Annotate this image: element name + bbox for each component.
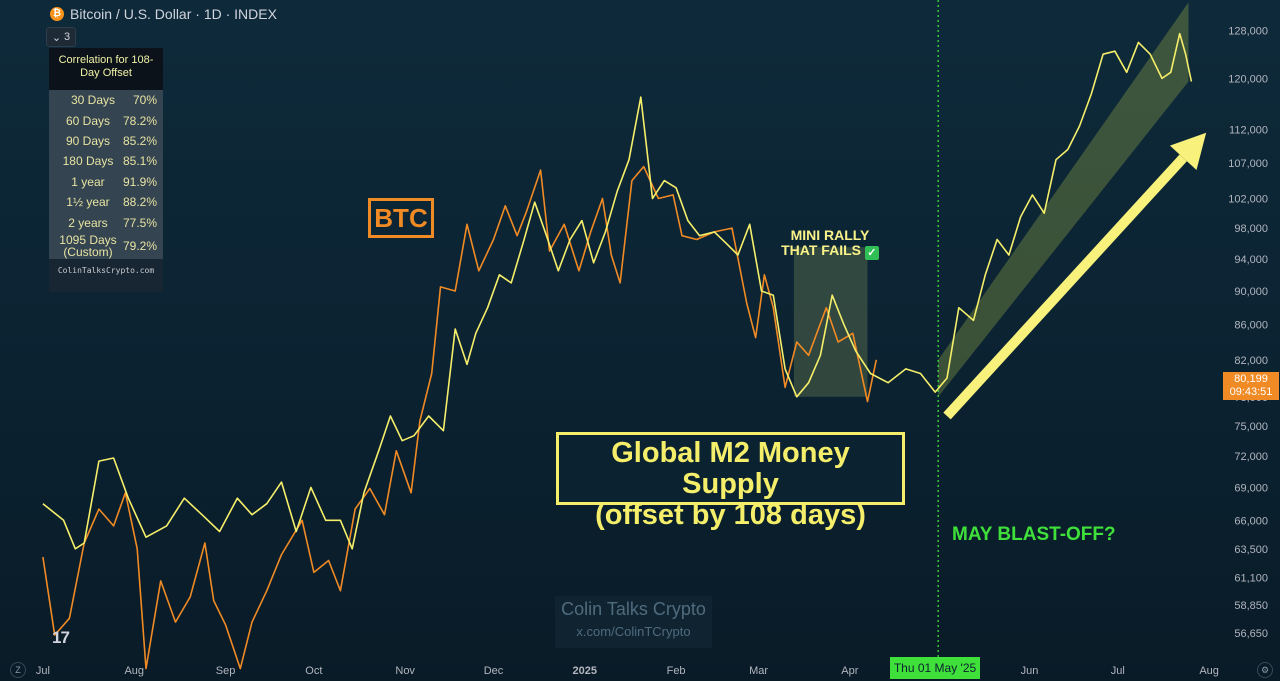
m2-label-line1: Global M2 Money Supply — [611, 437, 850, 500]
watermark: Colin Talks Crypto x.com/ColinTCrypto — [555, 596, 712, 648]
correlation-value: 77.5% — [122, 215, 157, 230]
x-axis-tick-label: Apr — [841, 665, 858, 677]
mini-rally-line1: MINI RALLY — [790, 227, 870, 243]
x-axis-tick-label: Jul — [36, 665, 50, 677]
x-axis-tick-label: Aug — [124, 665, 144, 677]
y-axis-tick-label: 98,000 — [1234, 223, 1268, 235]
correlation-value: 78.2% — [122, 113, 157, 128]
layers-toggle[interactable]: ⌄ 3 — [46, 27, 76, 47]
x-axis-tick-label: 2025 — [573, 665, 597, 677]
correlation-value: 91.9% — [122, 174, 157, 189]
y-axis-tick-label: 66,000 — [1234, 515, 1268, 527]
correlation-period: 180 Days — [62, 154, 114, 169]
correlation-period: 90 Days — [65, 133, 110, 148]
bitcoin-icon: ₿ — [50, 7, 64, 21]
m2-series-line — [42, 32, 1193, 550]
m2-label: Global M2 Money Supply (offset by 108 da… — [556, 432, 905, 531]
y-axis-tick-label: 107,000 — [1228, 158, 1268, 170]
bar-countdown: 09:43:51 — [1229, 386, 1273, 398]
last-price-tag: 80,199 09:43:51 — [1223, 372, 1279, 400]
symbol-title[interactable]: Bitcoin / U.S. Dollar · 1D · INDEX — [70, 6, 277, 22]
correlation-period: 1½ year — [66, 195, 110, 210]
correlation-row: 1½ year 88.2% — [49, 191, 163, 213]
mini-rally-line2: THAT FAILS — [781, 242, 861, 258]
correlation-table: Correlation for 108-Day Offset 30 Days 70… — [49, 48, 163, 292]
y-axis-tick-label: 61,100 — [1234, 572, 1268, 584]
watermark-name: Colin Talks Crypto — [561, 599, 706, 619]
layers-count: 3 — [64, 31, 71, 43]
timezone-button[interactable]: Z — [10, 662, 26, 678]
x-axis-tick-label: Jun — [1021, 665, 1039, 677]
correlation-period: 60 Days — [65, 113, 110, 128]
correlation-row: 60 Days 78.2% — [49, 110, 163, 131]
chart-header: ₿ Bitcoin / U.S. Dollar · 1D · INDEX — [50, 4, 277, 24]
y-axis-tick-label: 120,000 — [1228, 73, 1268, 85]
settings-icon[interactable]: ⚙ — [1257, 662, 1273, 678]
btc-series-line — [42, 165, 878, 670]
correlation-row: 90 Days 85.2% — [49, 130, 163, 152]
x-axis-tick-label: Dec — [484, 665, 504, 677]
y-axis-tick-label: 82,000 — [1234, 355, 1268, 367]
correlation-table-title: Correlation for 108-Day Offset — [49, 48, 163, 90]
correlation-row: 1 year 91.9% — [49, 171, 163, 192]
y-axis-tick-label: 128,000 — [1228, 26, 1268, 38]
blast-off-label: MAY BLAST-OFF? — [952, 524, 1116, 545]
correlation-table-footer: ColinTalksCrypto.com — [57, 265, 155, 275]
x-axis-tick-label: Nov — [395, 665, 415, 677]
y-axis-tick-label: 56,650 — [1234, 628, 1268, 640]
x-axis-tick-label: Feb — [667, 665, 686, 677]
mini-rally-label: MINI RALLY THAT FAILS ✓ — [760, 228, 900, 260]
y-axis-tick-label: 86,000 — [1234, 320, 1268, 332]
correlation-row: 1095 Days (Custom) 79.2% — [49, 232, 163, 259]
correlation-value: 88.2% — [122, 195, 157, 210]
correlation-period: 1095 Days (Custom) — [59, 232, 117, 259]
up-arrow-shaft — [943, 154, 1187, 420]
y-axis-tick-label: 112,000 — [1229, 124, 1268, 136]
x-axis-tick-label: Sep — [216, 665, 236, 677]
last-price: 80,199 — [1234, 373, 1268, 385]
y-axis-tick-label: 94,000 — [1234, 254, 1268, 266]
check-icon: ✓ — [864, 246, 879, 260]
crosshair-date-tag: Thu 01 May '25 — [890, 657, 980, 679]
btc-label: BTC — [368, 198, 434, 238]
y-axis-tick-label: 75,000 — [1234, 421, 1268, 433]
correlation-row: 180 Days 85.1% — [49, 151, 163, 172]
x-axis-tick-label: Mar — [749, 665, 768, 677]
x-axis-tick-label: Oct — [305, 665, 322, 677]
x-axis-tick-label: Jul — [1111, 665, 1125, 677]
y-axis-tick-label: 63,500 — [1234, 544, 1268, 556]
correlation-value: 85.1% — [122, 154, 157, 169]
watermark-handle: x.com/ColinTCrypto — [576, 624, 691, 639]
correlation-value: 79.2% — [122, 238, 157, 253]
chevron-down-icon: ⌄ — [51, 31, 62, 44]
y-axis-tick-label: 72,000 — [1234, 451, 1268, 463]
y-axis-tick-label: 58,850 — [1234, 600, 1268, 612]
x-axis-tick-label: Aug — [1199, 665, 1219, 677]
m2-label-line2: (offset by 108 days) — [595, 499, 866, 531]
correlation-period: 30 Days — [70, 93, 115, 108]
correlation-value: 70% — [132, 93, 157, 108]
correlation-row: 30 Days 70% — [49, 90, 163, 111]
uptrend-channel — [938, 2, 1189, 397]
correlation-period: 2 years — [68, 215, 108, 230]
correlation-row: 2 years 77.5% — [49, 212, 163, 233]
y-axis-tick-label: 90,000 — [1234, 286, 1268, 298]
correlation-period: 1 year — [71, 174, 105, 189]
up-arrow-head — [1169, 132, 1207, 170]
y-axis-tick-label: 69,000 — [1234, 482, 1268, 494]
y-axis-tick-label: 102,000 — [1228, 194, 1268, 206]
tradingview-logo[interactable]: 17 — [52, 628, 70, 647]
correlation-value: 85.2% — [122, 133, 157, 148]
